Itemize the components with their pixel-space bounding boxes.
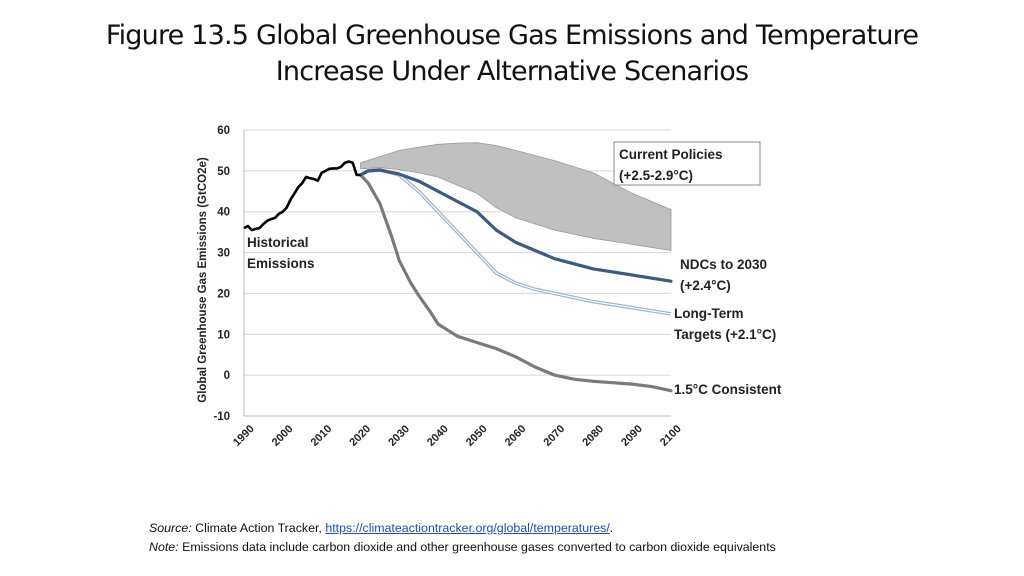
y-tick-label-6: 0 [224,370,230,382]
x-tick-label-8: 2070 [542,423,568,449]
x-tick-label-10: 2090 [619,423,645,449]
x-tick-label-6: 2050 [464,423,490,449]
line-ndcs-2030 [358,168,673,283]
source-label: Source: [149,521,192,535]
x-tick-label-7: 2060 [503,423,529,449]
x-tick-label-1: 2000 [270,423,296,449]
title-line-2: Increase Under Alternative Scenarios [275,56,749,87]
source-note: Source: Climate Action Tracker, https://… [149,519,1009,557]
label-1-5c-line-0: 1.5°C Consistent [674,382,782,397]
label-current-policies: Current Policies (+2.5-2.9°C) [619,147,723,183]
label-long-term-line-0: Long-Term [674,306,744,321]
x-tick-label-2: 2010 [309,423,335,449]
line-historical-emissions [243,160,361,232]
y-tick-label-0: 60 [217,125,230,137]
source-end: . [609,521,614,535]
y-tick-label-3: 30 [217,248,230,260]
x-tick-label-4: 2030 [386,423,412,449]
label-current-policies-line-0: Current Policies [619,147,723,162]
label-historical-line-0: Historical [247,235,309,250]
note-label: Note: [149,540,179,554]
line-1-5c-consistent [358,173,673,393]
label-long-term-line-1: Targets (+2.1°C) [674,327,776,342]
y-tick-label-1: 50 [217,166,230,178]
label-historical-line-1: Emissions [247,256,315,271]
y-tick-label-4: 20 [217,288,230,300]
x-tick-label-3: 2020 [347,423,373,449]
note-text: Emissions data include carbon dioxide an… [182,540,776,554]
label-historical: Historical Emissions [247,235,315,271]
source-link[interactable]: https://climateactiontracker.org/global/… [325,521,610,535]
x-tick-label-5: 2040 [425,423,451,449]
label-ndcs-line-0: NDCs to 2030 [680,257,767,272]
y-tick-label-7: -10 [213,411,230,423]
note-line: Note: Emissions data include carbon diox… [149,538,1009,557]
title-line-1: Figure 13.5 Global Greenhouse Gas Emissi… [105,20,919,51]
x-tick-label-9: 2080 [580,423,606,449]
slide-title: Figure 13.5 Global Greenhouse Gas Emissi… [40,18,984,90]
current-policies-band [360,142,672,251]
label-ndcs-line-1: (+2.4°C) [680,278,731,293]
source-line: Source: Climate Action Tracker, https://… [149,519,1009,538]
label-long-term: Long-Term Targets (+2.1°C) [674,306,776,342]
x-tick-label-11: 2100 [658,423,684,449]
label-ndcs: NDCs to 2030 (+2.4°C) [680,257,767,293]
label-current-policies-line-1: (+2.5-2.9°C) [619,168,693,183]
y-tick-label-5: 10 [217,329,230,341]
label-1-5c: 1.5°C Consistent [674,382,782,397]
y-tick-label-2: 40 [217,207,230,219]
current-policies-label-box [613,141,761,186]
source-text: Climate Action Tracker, [195,521,322,535]
y-axis-title: Global Greenhouse Gas Emissions (GtCO2e) [197,157,209,403]
x-tick-label-0: 1990 [231,423,257,449]
